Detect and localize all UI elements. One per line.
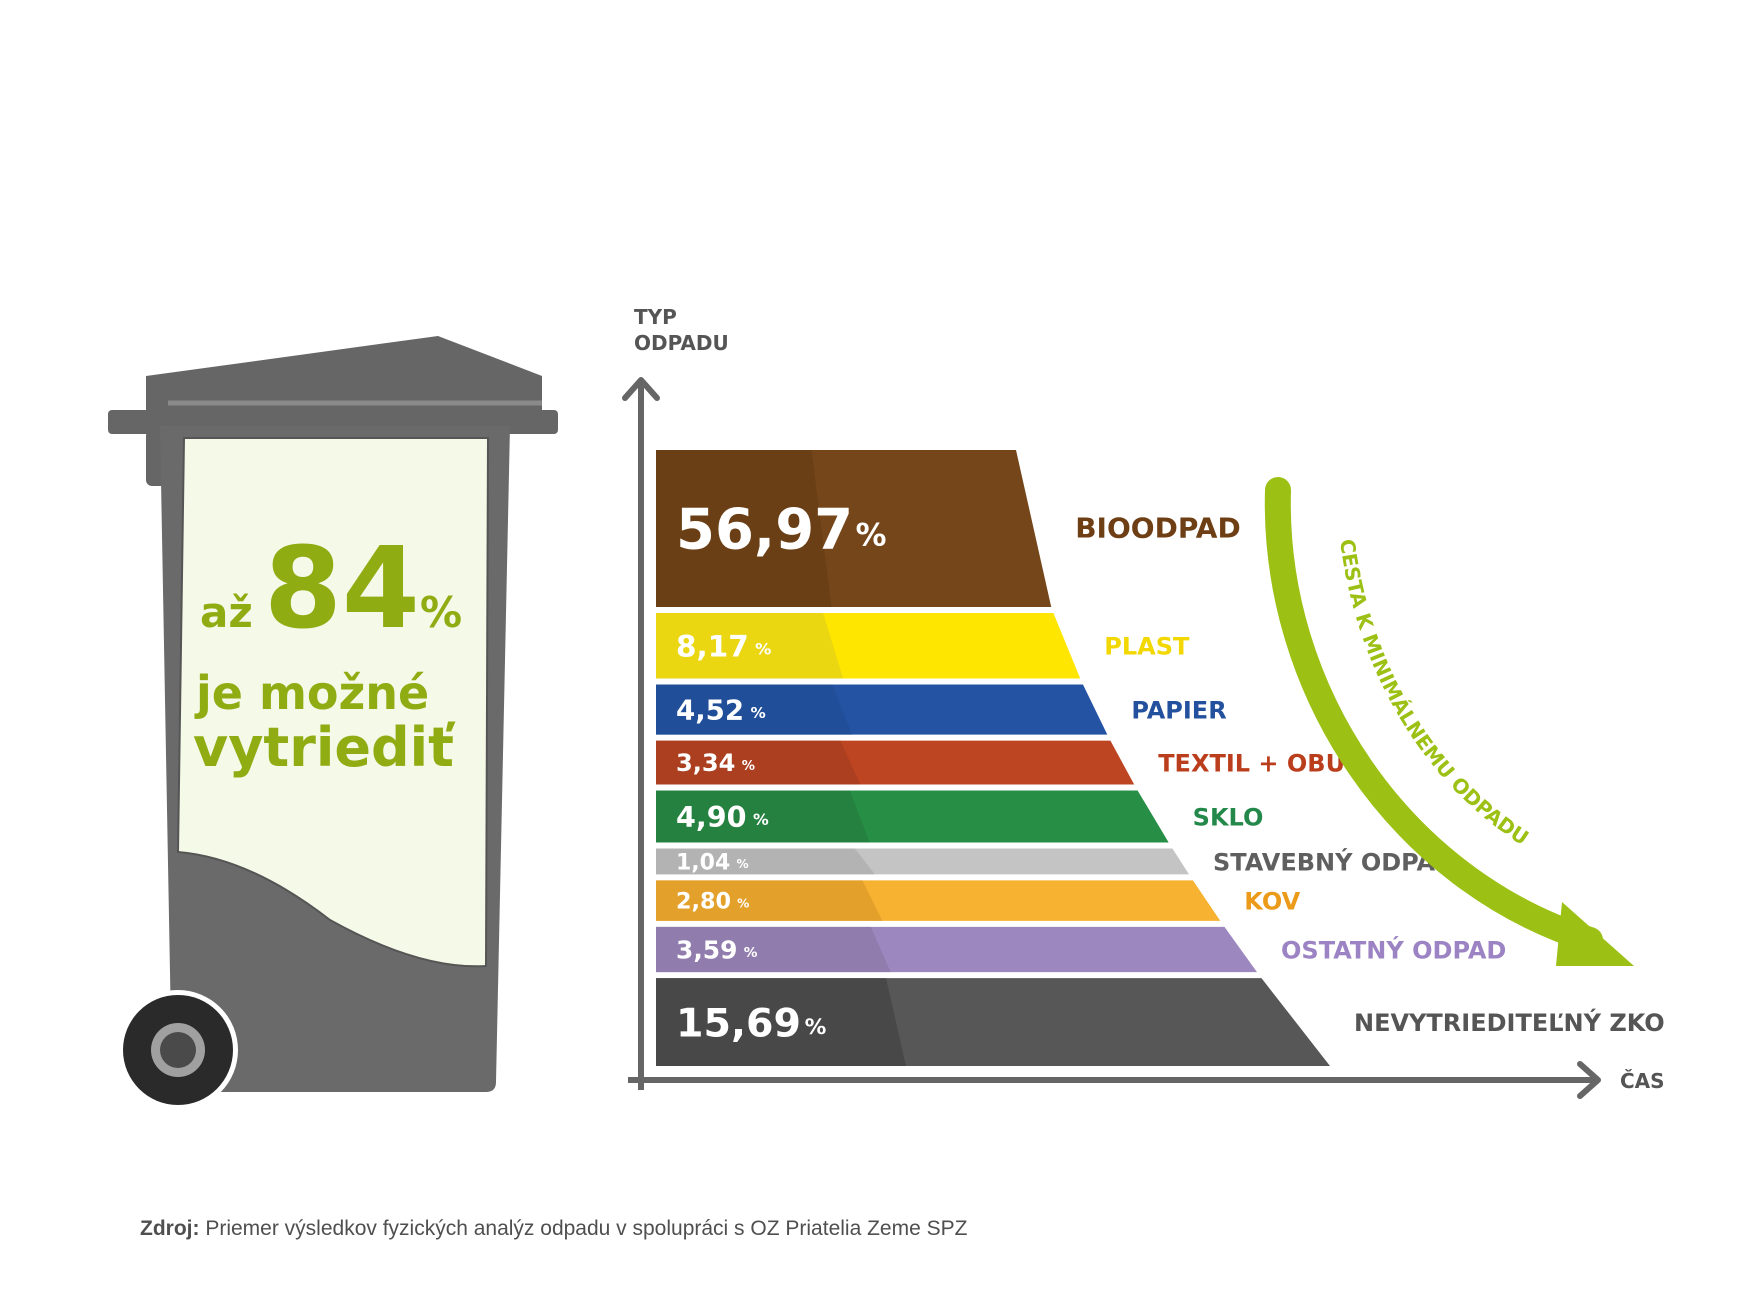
- waste-bars: 56,97% BIOODPAD 8,17% PLAST 4,52% PAPIER 3,34%…: [656, 450, 1665, 1066]
- value-label-7: 2,80: [676, 889, 731, 915]
- bin-number: 84: [264, 524, 420, 654]
- bar-shade-5: [656, 790, 870, 843]
- x-axis-label: ČAS: [1620, 1069, 1665, 1093]
- bar-shade-1: [656, 450, 832, 607]
- bin-line2: vytriediť: [193, 716, 456, 779]
- source-text: Priemer výsledkov fyzických analýz odpad…: [205, 1217, 968, 1240]
- category-label-8: OSTATNÝ ODPAD: [1281, 935, 1506, 965]
- minimal-waste-arrow: CESTA K MINIMÁLNEMU ODPADU: [1264, 477, 1634, 966]
- category-label-2: PLAST: [1104, 633, 1190, 661]
- category-label-7: KOV: [1244, 888, 1300, 916]
- curved-arrow-head-icon: [1556, 902, 1634, 966]
- y-axis-label-line2: ODPADU: [634, 331, 729, 355]
- value-label-2: 8,17: [676, 629, 749, 663]
- bar-shade-8: [656, 926, 891, 973]
- bin-line1: je možné: [194, 666, 429, 720]
- unit-label-4: %: [742, 759, 755, 774]
- unit-label-6: %: [737, 857, 749, 871]
- category-label-1: BIOODPAD: [1075, 511, 1240, 544]
- bar-shade-6: [656, 848, 875, 875]
- y-axis-label-line1: TYP: [634, 305, 677, 329]
- bar-shade-7: [656, 880, 883, 921]
- category-label-4: TEXTIL + OBUV: [1158, 750, 1364, 778]
- source-label: Zdroj:: [140, 1217, 200, 1240]
- category-label-5: SKLO: [1193, 803, 1264, 831]
- category-label-9: NEVYTRIEDITEĽNÝ ZKO: [1354, 1007, 1665, 1037]
- category-label-6: STAVEBNÝ ODPAD: [1213, 846, 1455, 876]
- value-label-9: 15,69: [676, 1000, 801, 1046]
- unit-label-8: %: [744, 945, 758, 961]
- bin-unit: %: [420, 588, 462, 637]
- unit-label-2: %: [755, 640, 771, 659]
- curved-arrow-icon: [1264, 477, 1603, 953]
- unit-label-5: %: [753, 810, 769, 829]
- value-label-8: 3,59: [676, 935, 737, 964]
- unit-label-3: %: [750, 704, 765, 722]
- source-note: Zdroj: Priemer výsledkov fyzických analý…: [140, 1217, 967, 1241]
- bin-lid: [146, 336, 542, 410]
- value-label-4: 3,34: [676, 749, 735, 777]
- value-label-1: 56,97: [676, 498, 853, 563]
- x-axis-arrow-icon: [1577, 1061, 1601, 1099]
- bar-shade-4: [656, 740, 861, 785]
- value-label-5: 4,90: [676, 800, 747, 834]
- bin-prefix: až: [200, 588, 253, 637]
- chart-axes: TYP ODPADU ČAS: [622, 305, 1665, 1099]
- unit-label-9: %: [805, 1015, 827, 1040]
- bar-shade-9: [656, 978, 906, 1066]
- category-label-3: PAPIER: [1131, 697, 1226, 725]
- bar-shade-3: [656, 684, 853, 735]
- bar-shade-2: [656, 612, 844, 679]
- value-label-3: 4,52: [676, 694, 744, 727]
- arrow-label: CESTA K MINIMÁLNEMU ODPADU: [1335, 537, 1533, 849]
- waste-bin-icon: až 84 % je možné vytriediť: [108, 336, 558, 1110]
- unit-label-7: %: [737, 896, 749, 910]
- value-label-6: 1,04: [676, 850, 730, 875]
- y-axis-arrow-icon: [622, 377, 660, 401]
- bin-label-panel: [176, 437, 490, 968]
- unit-label-1: %: [856, 517, 887, 553]
